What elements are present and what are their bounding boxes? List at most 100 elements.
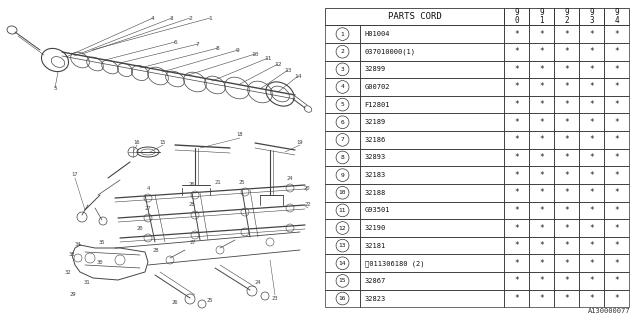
Text: 32190: 32190 xyxy=(365,225,386,231)
Text: 9
4: 9 4 xyxy=(614,8,619,25)
Bar xyxy=(554,43,579,60)
Bar xyxy=(360,237,504,254)
Text: 26: 26 xyxy=(172,300,179,305)
Text: *: * xyxy=(515,276,519,285)
Bar xyxy=(504,25,529,43)
Bar xyxy=(604,78,629,96)
Text: 16: 16 xyxy=(134,140,140,146)
Bar xyxy=(604,131,629,149)
Bar xyxy=(604,166,629,184)
Text: *: * xyxy=(515,188,519,197)
Bar xyxy=(579,43,604,60)
Bar xyxy=(554,113,579,131)
Bar xyxy=(529,237,554,254)
Bar xyxy=(504,131,529,149)
Text: *: * xyxy=(589,100,594,109)
Text: *: * xyxy=(614,276,619,285)
Text: *: * xyxy=(589,135,594,144)
Text: 18: 18 xyxy=(237,132,243,138)
Text: 9
2: 9 2 xyxy=(564,8,569,25)
Bar xyxy=(604,25,629,43)
Text: *: * xyxy=(564,188,569,197)
Bar xyxy=(360,43,504,60)
Text: 25: 25 xyxy=(207,298,213,302)
Bar xyxy=(604,290,629,307)
Text: *: * xyxy=(515,83,519,92)
Text: *: * xyxy=(564,276,569,285)
Text: 9
3: 9 3 xyxy=(589,8,594,25)
Bar xyxy=(604,254,629,272)
Text: 31: 31 xyxy=(84,281,90,285)
Text: 20: 20 xyxy=(304,186,310,190)
Text: *: * xyxy=(515,241,519,250)
Text: *: * xyxy=(564,100,569,109)
Text: A130000077: A130000077 xyxy=(588,308,630,314)
Bar xyxy=(529,60,554,78)
Bar xyxy=(529,290,554,307)
Text: *: * xyxy=(540,188,544,197)
Bar xyxy=(360,25,504,43)
Text: *: * xyxy=(540,223,544,233)
Text: 1: 1 xyxy=(208,15,212,20)
Text: 6: 6 xyxy=(340,120,344,125)
Text: 32189: 32189 xyxy=(365,119,386,125)
Bar xyxy=(579,202,604,219)
Bar xyxy=(325,8,504,25)
Text: 7: 7 xyxy=(196,42,200,46)
Text: *: * xyxy=(589,118,594,127)
Text: *: * xyxy=(515,294,519,303)
Text: *: * xyxy=(515,47,519,56)
Bar xyxy=(504,149,529,166)
Text: *: * xyxy=(589,171,594,180)
Bar xyxy=(529,202,554,219)
Text: Ⓑ011306180 (2): Ⓑ011306180 (2) xyxy=(365,260,424,267)
Bar xyxy=(579,166,604,184)
Bar xyxy=(360,60,504,78)
Bar xyxy=(604,219,629,237)
Text: *: * xyxy=(540,47,544,56)
Text: 32823: 32823 xyxy=(365,296,386,301)
Text: 32: 32 xyxy=(65,269,71,275)
Text: *: * xyxy=(515,259,519,268)
Text: *: * xyxy=(614,171,619,180)
Bar xyxy=(360,96,504,113)
Bar xyxy=(504,202,529,219)
Text: *: * xyxy=(564,294,569,303)
Text: 3: 3 xyxy=(340,67,344,72)
Bar xyxy=(360,254,504,272)
Text: *: * xyxy=(614,241,619,250)
Bar xyxy=(579,237,604,254)
Bar xyxy=(325,202,360,219)
Text: 17: 17 xyxy=(72,172,78,178)
Text: *: * xyxy=(540,206,544,215)
Text: 6: 6 xyxy=(173,39,177,44)
Text: 4: 4 xyxy=(340,84,344,90)
Bar xyxy=(325,25,360,43)
Bar xyxy=(325,113,360,131)
Bar xyxy=(579,113,604,131)
Text: 13: 13 xyxy=(284,68,292,73)
Text: H01004: H01004 xyxy=(365,31,390,37)
Bar xyxy=(360,202,504,219)
Text: 29: 29 xyxy=(70,292,76,298)
Bar xyxy=(360,131,504,149)
Bar xyxy=(504,272,529,290)
Bar xyxy=(579,272,604,290)
Text: *: * xyxy=(589,29,594,39)
Text: 33: 33 xyxy=(68,252,76,258)
Text: 32186: 32186 xyxy=(365,137,386,143)
Bar xyxy=(360,272,504,290)
Bar xyxy=(604,184,629,202)
Bar xyxy=(360,113,504,131)
Bar xyxy=(325,290,360,307)
Text: *: * xyxy=(589,188,594,197)
Text: 5: 5 xyxy=(53,85,57,91)
Text: 3: 3 xyxy=(170,15,174,20)
Bar xyxy=(604,149,629,166)
Text: 9: 9 xyxy=(340,172,344,178)
Text: 9
1: 9 1 xyxy=(540,8,544,25)
Text: *: * xyxy=(614,223,619,233)
Bar xyxy=(579,149,604,166)
Bar xyxy=(554,8,579,25)
Bar xyxy=(554,202,579,219)
